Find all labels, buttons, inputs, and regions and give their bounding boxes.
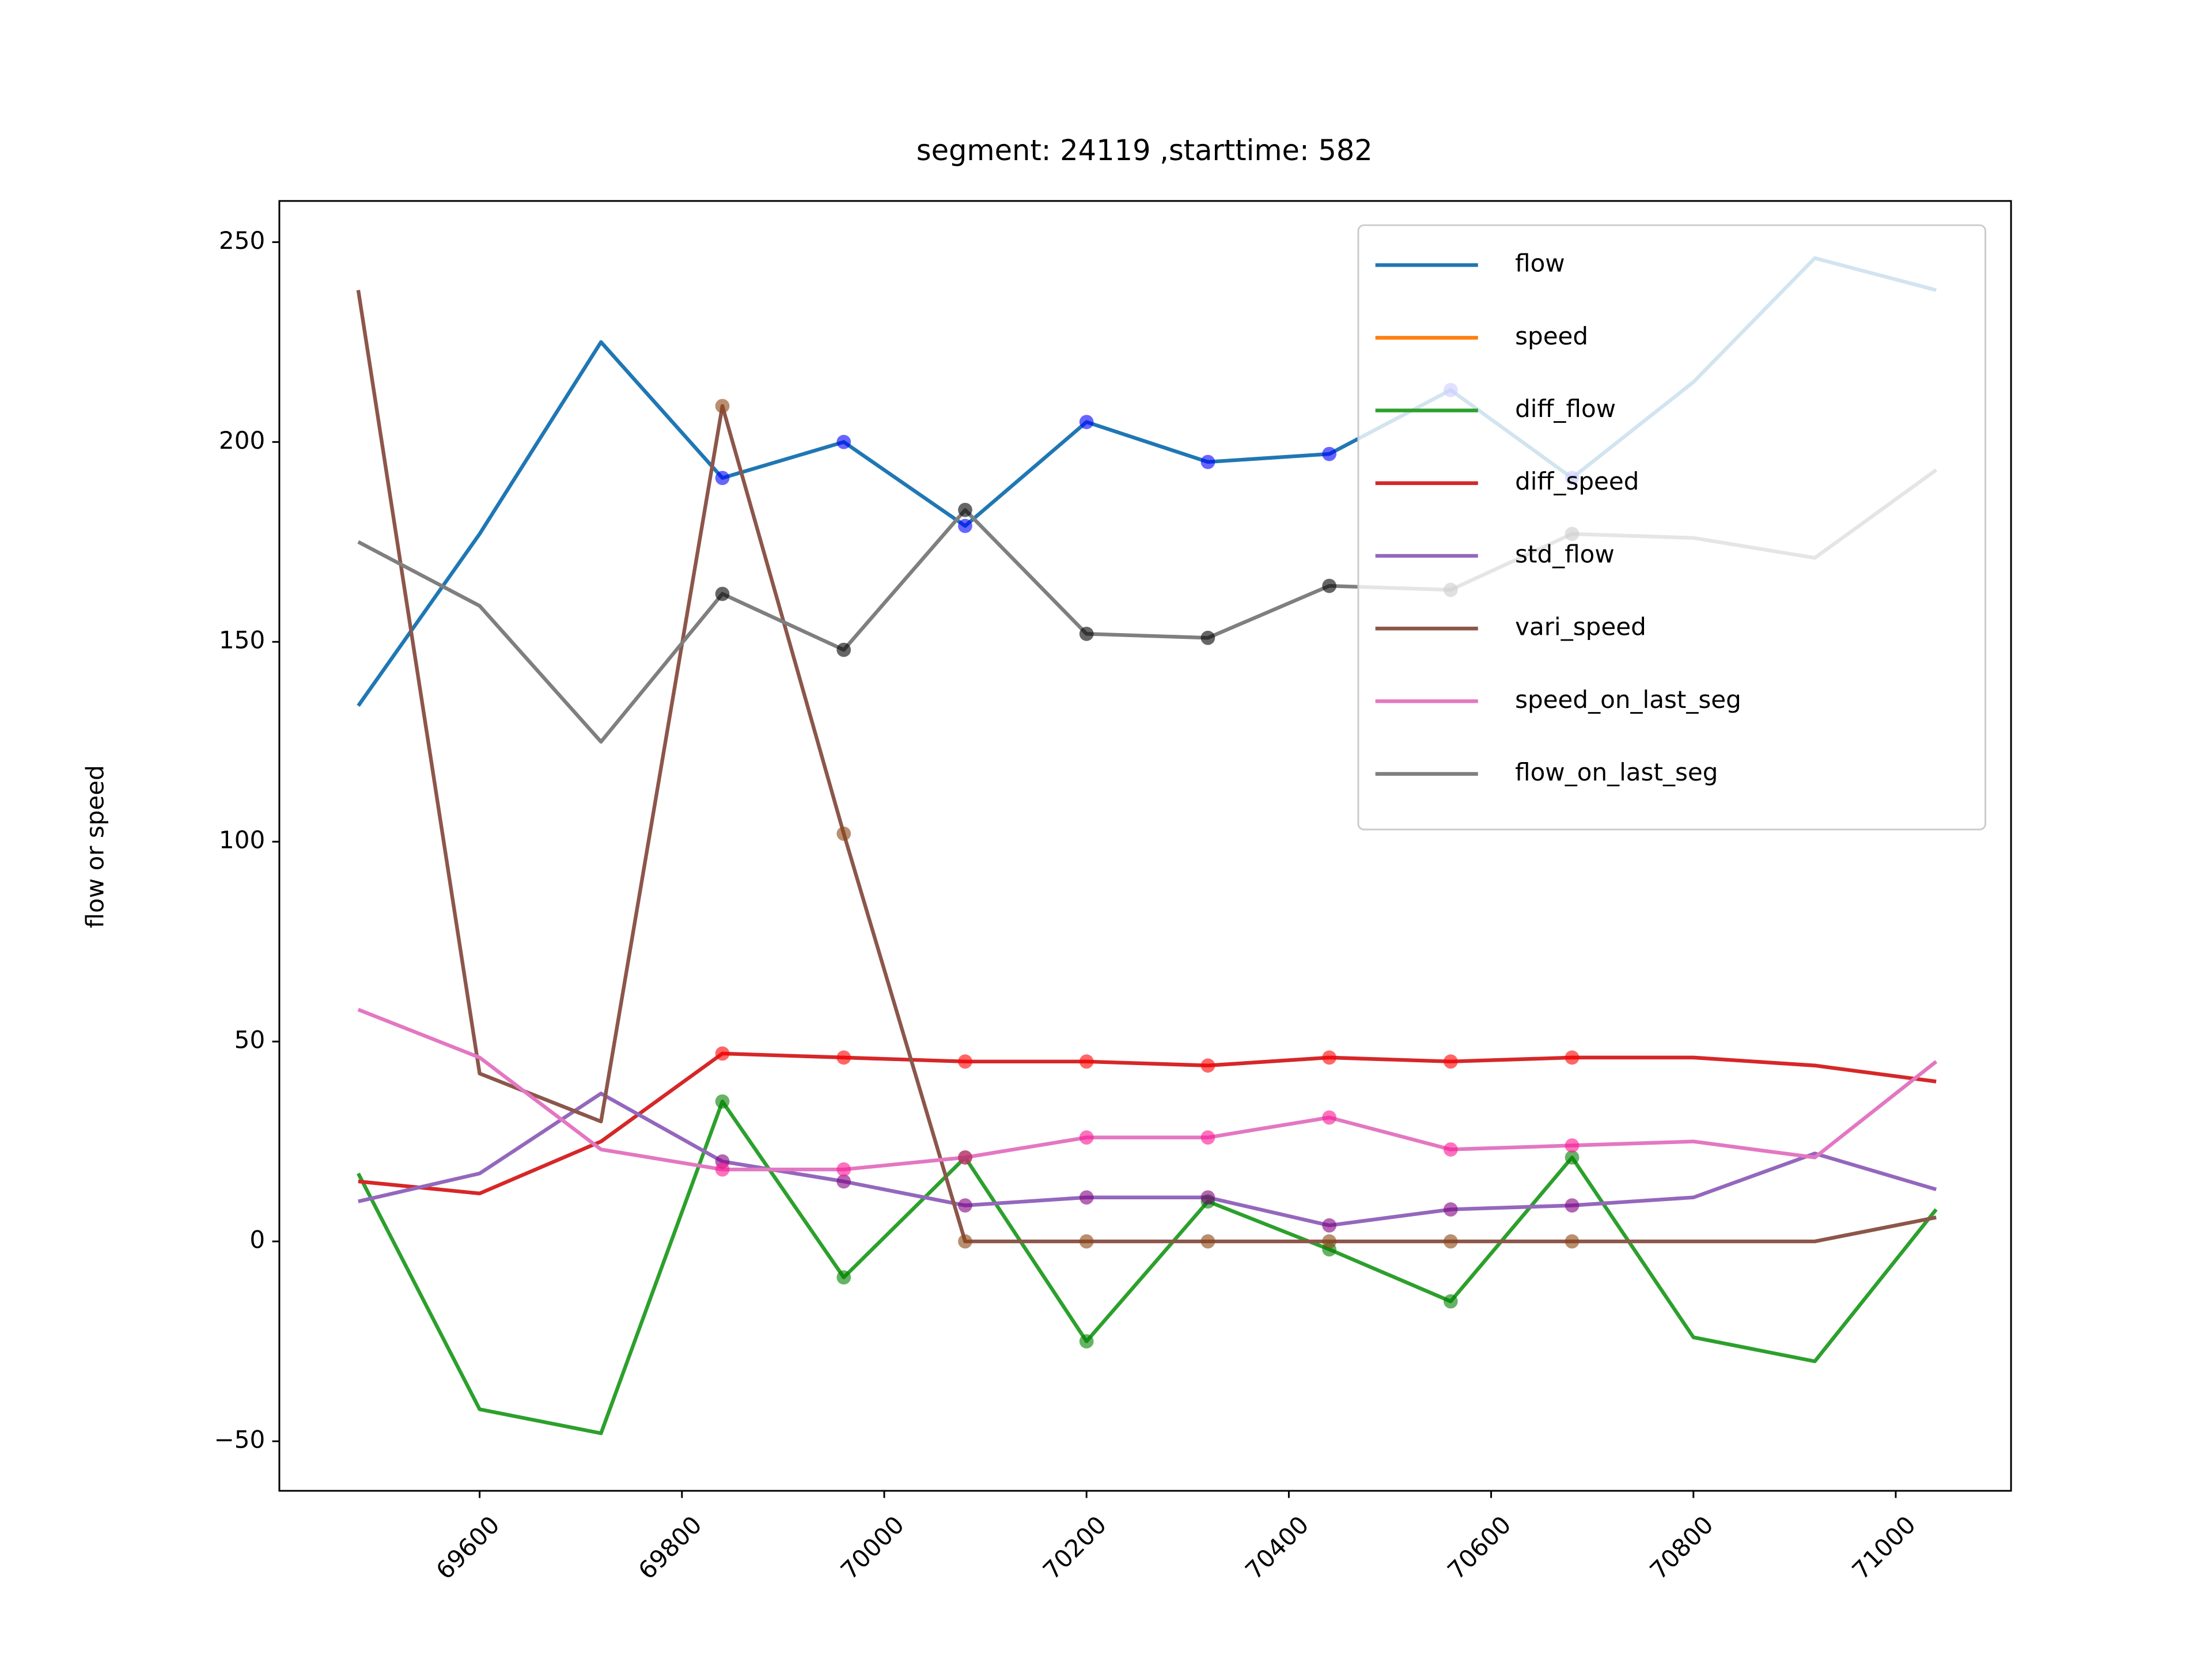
point-marker	[836, 826, 851, 841]
point-marker	[836, 642, 851, 657]
point-marker	[1079, 415, 1094, 429]
point-marker	[1200, 1190, 1215, 1205]
point-marker	[1079, 1334, 1094, 1349]
point-marker	[1200, 630, 1215, 645]
legend-label: speed_on_last_seg	[1515, 685, 1741, 714]
x-tick-label: 71000	[1847, 1510, 1921, 1585]
point-marker	[836, 1174, 851, 1189]
point-marker	[1322, 1234, 1336, 1249]
point-marker	[715, 1046, 730, 1061]
legend-label: vari_speed	[1515, 613, 1646, 641]
point-marker	[1200, 454, 1215, 469]
chart-title: segment: 24119 ,starttime: 582	[916, 134, 1373, 167]
point-marker	[1200, 1130, 1215, 1145]
y-tick-label: 200	[219, 426, 265, 454]
y-tick-label: −50	[214, 1425, 265, 1453]
point-marker	[1079, 1190, 1094, 1205]
legend-label: std_flow	[1515, 540, 1615, 568]
series-line	[357, 1007, 1938, 1172]
point-marker	[1079, 1054, 1094, 1069]
x-tick-label: 70200	[1037, 1510, 1112, 1585]
point-marker	[958, 1150, 972, 1165]
legend-label: speed	[1515, 322, 1588, 350]
point-marker	[1200, 1234, 1215, 1249]
point-marker	[1322, 446, 1336, 461]
legend-label: diff_flow	[1515, 395, 1616, 423]
point-marker	[1565, 1150, 1580, 1165]
point-marker	[1200, 1058, 1215, 1073]
plot-frame	[278, 200, 2012, 1492]
point-marker	[1565, 1198, 1580, 1213]
legend: flow speed diff_flow diff_speed std_flowvari…	[1357, 224, 1987, 831]
point-marker	[1565, 1138, 1580, 1153]
point-marker	[958, 518, 972, 533]
x-tick-label: 70400	[1240, 1510, 1314, 1585]
point-marker	[1322, 1050, 1336, 1065]
point-marker	[836, 1270, 851, 1285]
series-line	[357, 1099, 1938, 1435]
point-marker	[1443, 1294, 1458, 1309]
point-marker	[715, 471, 730, 486]
y-tick-label: 250	[219, 226, 265, 255]
x-tick-label: 70800	[1645, 1510, 1719, 1585]
point-marker	[958, 502, 972, 517]
point-marker	[958, 1054, 972, 1069]
point-marker	[1443, 1234, 1458, 1249]
series-line	[358, 1051, 1937, 1196]
point-marker	[1322, 1218, 1336, 1233]
x-tick-label: 69800	[633, 1510, 707, 1585]
point-marker	[715, 399, 730, 414]
y-tick-label: 0	[249, 1226, 265, 1254]
point-marker	[1322, 578, 1336, 593]
point-marker	[958, 1234, 972, 1249]
point-marker	[1079, 1234, 1094, 1249]
series-line	[356, 290, 1937, 1244]
point-marker	[715, 1162, 730, 1177]
point-marker	[1565, 1050, 1580, 1065]
legend-label: flow	[1515, 249, 1565, 278]
point-marker	[1443, 1054, 1458, 1069]
y-axis-label: flow or speed	[81, 765, 109, 928]
point-marker	[1079, 626, 1094, 641]
point-marker	[1079, 1130, 1094, 1145]
point-marker	[1443, 1142, 1458, 1157]
x-tick-label: 70600	[1442, 1510, 1516, 1585]
point-marker	[836, 434, 851, 449]
x-tick-label: 70000	[835, 1510, 910, 1585]
point-marker	[715, 1094, 730, 1109]
point-marker	[836, 1050, 851, 1065]
point-marker	[836, 1162, 851, 1177]
point-marker	[1565, 1234, 1580, 1249]
y-tick-label: 100	[219, 826, 265, 854]
y-tick-label: 150	[219, 626, 265, 654]
legend-label: diff_speed	[1515, 467, 1639, 495]
point-marker	[1443, 1202, 1458, 1217]
x-tick-label: 69600	[430, 1510, 505, 1585]
legend-box	[1357, 224, 1987, 831]
y-tick-label: 50	[234, 1026, 266, 1054]
series-line	[358, 1092, 1937, 1228]
legend-label: flow_on_last_seg	[1515, 758, 1718, 786]
point-marker	[715, 586, 730, 601]
point-marker	[1322, 1110, 1336, 1125]
point-marker	[958, 1198, 972, 1213]
